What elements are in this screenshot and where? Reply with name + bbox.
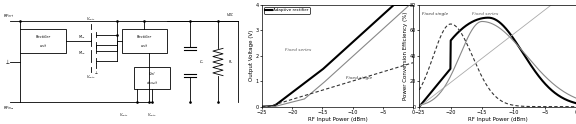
Y-axis label: Power Conversion Efficiency (%): Power Conversion Efficiency (%) (403, 12, 408, 100)
Text: $R_L$: $R_L$ (228, 58, 234, 66)
Text: $\perp$: $\perp$ (4, 58, 11, 66)
Text: $M_{n2}$: $M_{n2}$ (78, 49, 86, 57)
Bar (122, 29, 167, 53)
X-axis label: RF Input Power (dBm): RF Input Power (dBm) (468, 117, 528, 122)
Text: Ctrl: Ctrl (149, 72, 156, 76)
Text: $RF_{in-}$: $RF_{in-}$ (2, 104, 14, 112)
Text: Fixed single: Fixed single (422, 12, 448, 16)
X-axis label: RF Input Power (dBm): RF Input Power (dBm) (308, 117, 367, 122)
Text: $C_L$: $C_L$ (199, 58, 204, 66)
Text: circuit: circuit (147, 81, 157, 85)
Text: $RF_{in+}$: $RF_{in+}$ (2, 12, 14, 20)
Bar (20, 29, 66, 53)
Text: Fixed series: Fixed series (472, 12, 498, 16)
Text: $V_{apt1}$: $V_{apt1}$ (86, 15, 96, 22)
Text: unit: unit (40, 44, 47, 48)
Text: Fixed single: Fixed single (346, 76, 372, 80)
Text: $M_{n1}$: $M_{n1}$ (78, 33, 86, 41)
Text: Fixed series: Fixed series (285, 48, 312, 52)
Text: $V_{apt1}$: $V_{apt1}$ (119, 112, 129, 119)
Text: $\perp$: $\perp$ (93, 69, 99, 76)
Text: Rectifier: Rectifier (137, 35, 152, 39)
Legend: Adaptive rectifier: Adaptive rectifier (264, 7, 310, 14)
Text: Rectifier: Rectifier (36, 35, 51, 39)
Text: $V_{apt2}$: $V_{apt2}$ (147, 112, 157, 119)
Text: unit: unit (141, 44, 148, 48)
Y-axis label: Output Voltage (V): Output Voltage (V) (249, 30, 254, 81)
Text: $V_{apt2}$: $V_{apt2}$ (86, 73, 96, 80)
Text: $V_{DC}$: $V_{DC}$ (226, 11, 235, 19)
Bar (134, 67, 170, 89)
